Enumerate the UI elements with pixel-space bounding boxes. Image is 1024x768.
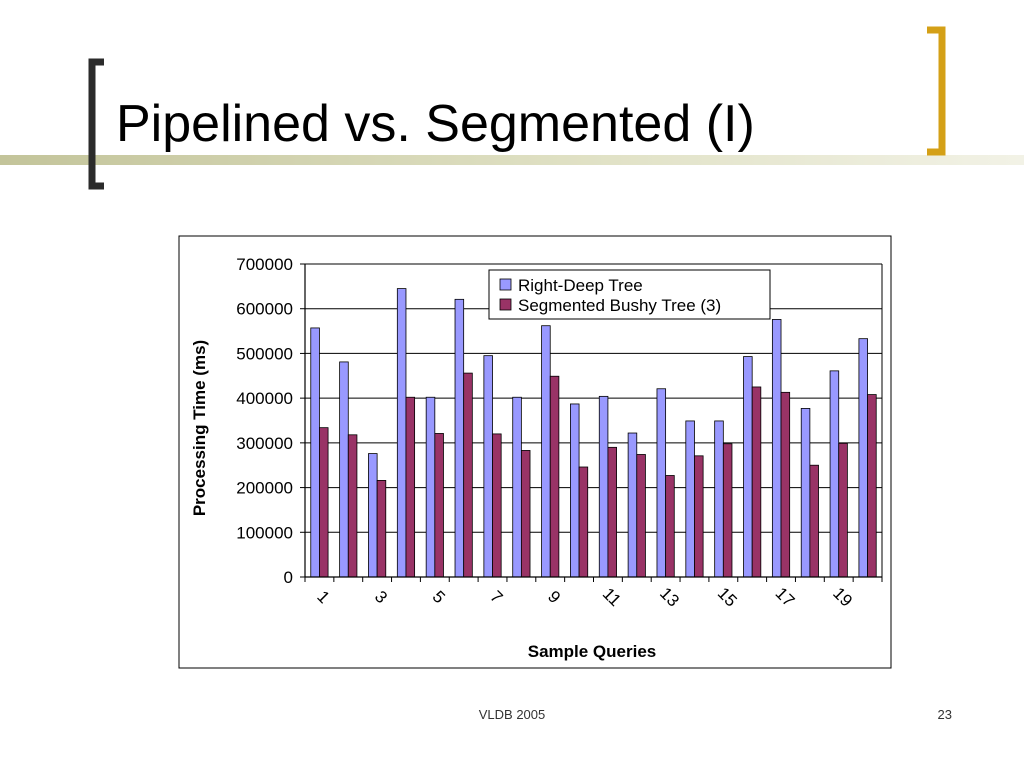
bars <box>310 288 877 578</box>
bar-right-deep <box>396 288 407 578</box>
bar-right-deep <box>541 325 551 578</box>
x-axis-label: Sample Queries <box>528 642 657 661</box>
bar-segmented-bushy <box>607 446 617 578</box>
chart-legend: Right-Deep Tree Segmented Bushy Tree (3) <box>488 269 771 320</box>
page-title: Pipelined vs. Segmented (I) <box>116 95 755 153</box>
y-tick-label: 700000 <box>236 255 293 274</box>
legend-box <box>488 269 771 320</box>
left-bracket-icon <box>88 58 104 190</box>
legend-swatch-right-deep <box>499 278 512 291</box>
bar-right-deep <box>714 420 724 578</box>
bar-right-deep <box>339 361 349 578</box>
bar-right-deep <box>454 298 465 578</box>
bar-segmented-bushy <box>665 475 675 578</box>
y-tick-label: 400000 <box>236 389 293 408</box>
y-tick-label: 600000 <box>236 300 293 319</box>
bar-right-deep <box>627 432 638 578</box>
bar-segmented-bushy <box>578 466 589 578</box>
bar-right-deep <box>685 420 695 578</box>
right-bracket-icon <box>927 26 946 156</box>
legend-label-segmented-bushy: Segmented Bushy Tree (3) <box>518 296 721 315</box>
bar-right-deep <box>743 356 753 578</box>
y-axis-label: Processing Time (ms) <box>190 340 209 516</box>
bar-right-deep <box>858 338 868 578</box>
bar-right-deep <box>310 327 320 578</box>
bar-segmented-bushy <box>694 455 704 578</box>
bar-segmented-bushy <box>722 443 733 578</box>
bar-right-deep <box>425 396 436 578</box>
bar-segmented-bushy <box>319 427 329 578</box>
bar-right-deep <box>800 408 811 578</box>
bar-right-deep <box>598 395 609 578</box>
title-underline-bar <box>0 155 1024 165</box>
bar-right-deep <box>829 370 840 578</box>
y-tick-label: 100000 <box>236 523 293 542</box>
bar-segmented-bushy <box>780 391 791 578</box>
bar-segmented-bushy <box>434 433 444 578</box>
bar-segmented-bushy <box>751 386 762 578</box>
y-tick-label: 0 <box>284 568 293 587</box>
bar-segmented-bushy <box>463 372 473 578</box>
bar-segmented-bushy <box>549 375 560 578</box>
footer-text: VLDB 2005 <box>478 707 546 722</box>
bar-segmented-bushy <box>492 433 502 578</box>
y-tick-label: 300000 <box>236 434 293 453</box>
y-tick-label: 500000 <box>236 344 293 363</box>
bar-segmented-bushy <box>347 434 358 578</box>
bar-right-deep <box>368 453 378 578</box>
bar-segmented-bushy <box>809 464 819 578</box>
bar-right-deep <box>512 396 522 578</box>
bar-right-deep <box>570 403 580 578</box>
bar-right-deep <box>771 319 782 578</box>
bar-segmented-bushy <box>867 394 877 578</box>
bar-right-deep <box>656 388 667 578</box>
bar-segmented-bushy <box>405 396 416 578</box>
bar-right-deep <box>483 355 493 578</box>
bar-segmented-bushy <box>376 480 387 578</box>
legend-swatch-segmented-bushy <box>499 298 512 311</box>
bar-segmented-bushy <box>520 450 531 578</box>
bar-segmented-bushy <box>838 442 848 578</box>
bar-segmented-bushy <box>636 454 646 578</box>
y-tick-label: 200000 <box>236 479 293 498</box>
page-number: 23 <box>937 707 952 722</box>
legend-label-right-deep: Right-Deep Tree <box>518 276 643 295</box>
